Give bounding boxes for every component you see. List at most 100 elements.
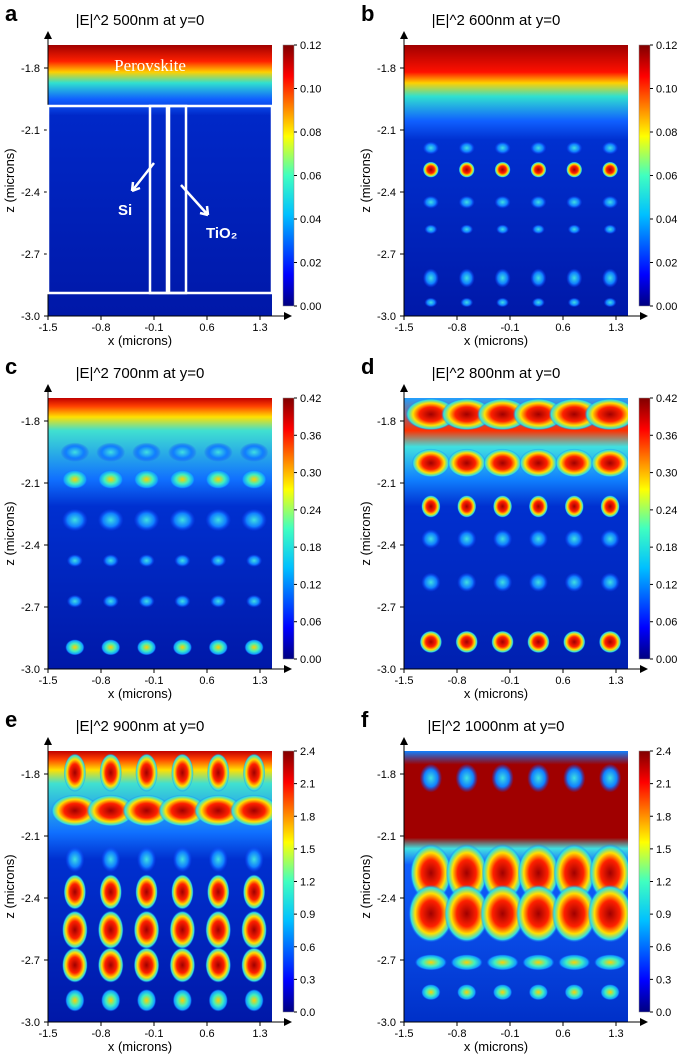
- y-tick-label: -2.1: [377, 125, 396, 137]
- colorbar-tick-label: 1.8: [300, 811, 315, 823]
- x-tick-label: 0.6: [555, 675, 570, 687]
- hot-spot: [496, 297, 509, 308]
- hot-spot: [136, 989, 157, 1012]
- hot-spot: [171, 874, 194, 910]
- colorbar-tick-label: 0.9: [656, 909, 671, 921]
- hot-spot: [411, 448, 451, 478]
- hot-spot: [169, 910, 196, 950]
- hot-spot: [486, 954, 519, 971]
- hot-spot: [205, 508, 232, 532]
- colorbar-tick-label: 0.12: [656, 579, 677, 591]
- heatmap: [48, 45, 272, 316]
- hot-spot: [566, 141, 583, 155]
- arrow: [400, 384, 408, 392]
- hot-spot: [241, 947, 267, 983]
- x-axis-label: x (microns): [108, 1039, 172, 1054]
- hot-spot: [558, 954, 591, 971]
- hot-spot: [460, 224, 474, 235]
- x-tick-label: -0.8: [448, 322, 467, 334]
- hot-spot: [492, 984, 513, 1001]
- hot-spot: [96, 442, 126, 462]
- hot-spot: [441, 398, 493, 431]
- x-tick-label: -0.1: [145, 675, 164, 687]
- hot-spot: [246, 594, 263, 608]
- colorbar-tick-label: 0.24: [656, 505, 677, 517]
- panel: d |E|^2 800nm at y=0-1.8-2.1-2.4-2.7-3.0-…: [358, 354, 677, 701]
- hot-spot: [97, 508, 124, 532]
- hot-spot: [458, 195, 475, 209]
- hot-spot: [527, 763, 550, 793]
- hot-spot: [101, 639, 121, 656]
- hot-spot: [136, 639, 157, 656]
- colorbar-tick-label: 1.8: [656, 811, 671, 823]
- y-tick-label: -2.7: [377, 249, 396, 261]
- hot-spot: [553, 844, 596, 902]
- hot-spot: [481, 844, 524, 902]
- hot-spot: [421, 984, 441, 1001]
- hot-spot: [512, 398, 565, 431]
- colorbar-tick-label: 0.10: [656, 84, 677, 96]
- panel-letter: d: [361, 354, 374, 379]
- hot-spot: [551, 884, 597, 943]
- x-tick-label: -1.5: [395, 322, 414, 334]
- hot-spot: [414, 954, 447, 971]
- hot-spot: [207, 874, 230, 910]
- y-tick-label: -2.7: [21, 602, 40, 614]
- heatmap: [404, 45, 628, 316]
- y-tick-label: -2.1: [21, 478, 40, 490]
- hot-spot: [564, 572, 584, 592]
- hot-spot: [419, 630, 443, 654]
- annotation: TiO₂: [206, 225, 237, 242]
- hot-spot: [133, 947, 160, 983]
- hot-spot: [447, 448, 486, 478]
- hot-spot: [241, 508, 267, 532]
- hot-spot: [66, 594, 83, 608]
- arrow: [284, 665, 292, 673]
- hot-spot: [516, 884, 561, 943]
- panel: c |E|^2 700nm at y=0-1.8-2.1-2.4-2.7-3.0-…: [2, 354, 321, 701]
- hot-spot: [421, 495, 441, 518]
- hot-spot: [171, 753, 194, 792]
- colorbar-tick-label: 2.4: [300, 746, 315, 758]
- colorbar-tick-label: 0.10: [300, 84, 321, 96]
- hot-spot: [169, 508, 196, 532]
- hot-spot: [480, 884, 525, 943]
- panel-title: |E|^2 600nm at y=0: [432, 12, 561, 29]
- x-axis-label: x (microns): [108, 686, 172, 701]
- hot-spot: [66, 554, 83, 567]
- hot-spot: [457, 984, 477, 1001]
- colorbar-tick-label: 0.0: [300, 1007, 315, 1019]
- x-tick-label: -0.8: [92, 675, 111, 687]
- y-tick-label: -2.4: [21, 893, 40, 905]
- arrow: [44, 31, 52, 39]
- hot-spot: [494, 195, 511, 209]
- panel: a |E|^2 500nm at y=0-1.8-2.1-2.4-2.7-3.0-…: [2, 1, 321, 348]
- colorbar-tick-label: 0.12: [656, 40, 677, 52]
- hot-spot: [421, 529, 441, 549]
- arrow: [640, 312, 648, 320]
- y-tick-label: -3.0: [377, 311, 396, 323]
- hot-spot: [598, 763, 622, 793]
- hot-spot: [205, 469, 232, 489]
- y-tick-label: -1.8: [21, 769, 40, 781]
- y-axis-label: z (microns): [2, 148, 17, 212]
- hot-spot: [172, 846, 192, 873]
- hot-spot: [483, 448, 522, 478]
- x-tick-label: 0.6: [555, 1028, 570, 1040]
- heatmap-bg: [48, 45, 272, 316]
- heatmap: [404, 751, 628, 1022]
- arrow: [400, 31, 408, 39]
- hot-spot: [405, 398, 457, 431]
- colorbar-tick-label: 2.4: [656, 746, 671, 758]
- colorbar-tick-label: 0.9: [300, 909, 315, 921]
- hot-spot: [600, 495, 620, 518]
- hot-spot: [566, 268, 583, 288]
- colorbar-tick-label: 0.24: [300, 505, 321, 517]
- colorbar-tick-label: 0.6: [656, 942, 671, 954]
- hot-spot: [424, 224, 438, 235]
- hot-spot: [244, 846, 264, 873]
- arrow: [180, 184, 210, 217]
- hot-spot: [205, 947, 232, 983]
- hot-spot: [62, 508, 88, 532]
- y-tick-label: -2.4: [377, 540, 396, 552]
